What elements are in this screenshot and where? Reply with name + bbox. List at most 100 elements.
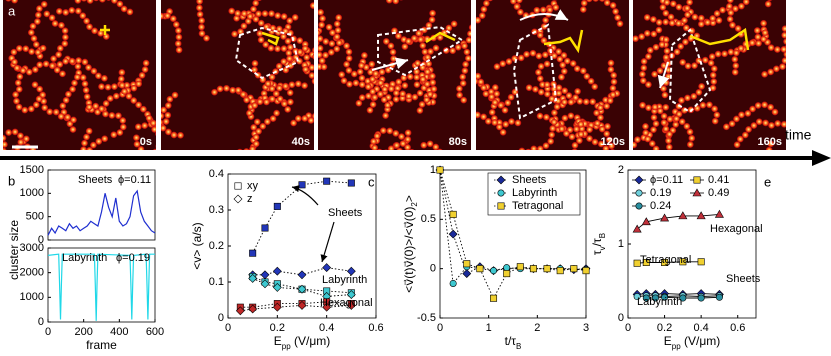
annotation: Sheets xyxy=(78,174,113,186)
particle xyxy=(3,140,8,149)
particle xyxy=(395,78,403,86)
particle xyxy=(425,21,433,29)
particle xyxy=(642,129,650,137)
legend-label: Tetragonal xyxy=(512,200,563,212)
particle xyxy=(608,162,615,169)
particle xyxy=(567,112,575,120)
particle xyxy=(662,125,670,133)
particle xyxy=(592,0,599,3)
particle xyxy=(781,31,786,39)
particle xyxy=(513,3,521,11)
marker xyxy=(642,258,650,266)
particle xyxy=(464,54,471,62)
particle xyxy=(722,123,731,131)
particle xyxy=(14,79,22,87)
particle xyxy=(68,57,76,65)
particle xyxy=(691,13,699,21)
particle xyxy=(713,111,721,119)
particle xyxy=(23,176,30,183)
particle xyxy=(404,37,413,45)
region-outline xyxy=(234,26,300,80)
particle xyxy=(465,36,471,44)
particle xyxy=(398,179,405,186)
particle xyxy=(161,12,165,20)
particle xyxy=(660,112,668,120)
panel-label: b xyxy=(8,173,15,188)
series-line xyxy=(240,304,352,312)
particle xyxy=(393,141,401,149)
particle xyxy=(580,0,588,7)
particle xyxy=(557,161,564,168)
region-outline xyxy=(512,23,558,120)
particle xyxy=(364,83,372,91)
particle xyxy=(644,135,652,143)
marker xyxy=(714,209,724,218)
particle xyxy=(58,70,67,78)
particle xyxy=(387,186,394,193)
particle xyxy=(686,140,694,149)
particle xyxy=(549,124,557,132)
particle xyxy=(27,105,35,113)
marker xyxy=(503,264,511,272)
particle xyxy=(69,85,77,93)
y-tick-label: 1000 xyxy=(20,187,44,199)
particle xyxy=(598,0,606,3)
particle xyxy=(79,146,88,150)
particle xyxy=(174,27,182,35)
particle xyxy=(488,108,496,116)
particle xyxy=(559,61,567,69)
particle xyxy=(94,72,102,80)
particle xyxy=(387,85,395,93)
particle xyxy=(773,45,782,54)
particle xyxy=(275,62,283,70)
particle xyxy=(120,87,129,95)
particle xyxy=(662,79,670,87)
particle xyxy=(467,167,474,174)
particle xyxy=(145,114,153,122)
particle xyxy=(126,8,134,16)
particle xyxy=(280,12,288,21)
plot-frame xyxy=(47,247,156,323)
particle xyxy=(602,144,610,150)
particle xyxy=(732,115,741,123)
particle xyxy=(226,163,233,170)
particle xyxy=(12,97,21,105)
x-tick-label: 200 xyxy=(74,326,92,338)
particle xyxy=(686,128,694,136)
particle xyxy=(572,94,580,102)
particle xyxy=(404,129,412,137)
particle xyxy=(633,35,640,43)
particle xyxy=(83,93,91,101)
particle xyxy=(663,47,671,55)
particle xyxy=(259,122,267,130)
particle xyxy=(772,65,781,73)
particle xyxy=(767,140,775,148)
marker xyxy=(272,302,282,312)
x-tick-label: 0.4 xyxy=(693,322,708,334)
particle xyxy=(92,102,100,110)
particle xyxy=(379,127,387,135)
particle xyxy=(603,0,611,7)
particle xyxy=(36,61,44,69)
y-tick-label: 0 xyxy=(38,316,44,328)
particle xyxy=(660,119,668,127)
particle xyxy=(667,13,675,21)
particle xyxy=(650,30,658,38)
particle xyxy=(697,14,705,22)
time-stamp: 0s xyxy=(140,136,152,148)
particle xyxy=(429,9,437,17)
particle xyxy=(85,103,93,111)
particle xyxy=(677,96,686,104)
particle xyxy=(83,17,91,25)
particle xyxy=(662,18,670,26)
particle xyxy=(85,127,93,135)
particle xyxy=(318,8,325,16)
particle xyxy=(504,99,512,107)
y-tick-label: 1000 xyxy=(20,291,44,303)
particle xyxy=(579,5,587,14)
particle xyxy=(468,24,471,31)
particle xyxy=(542,142,550,150)
particle xyxy=(149,119,156,127)
particle xyxy=(198,17,206,25)
particle xyxy=(701,56,709,64)
